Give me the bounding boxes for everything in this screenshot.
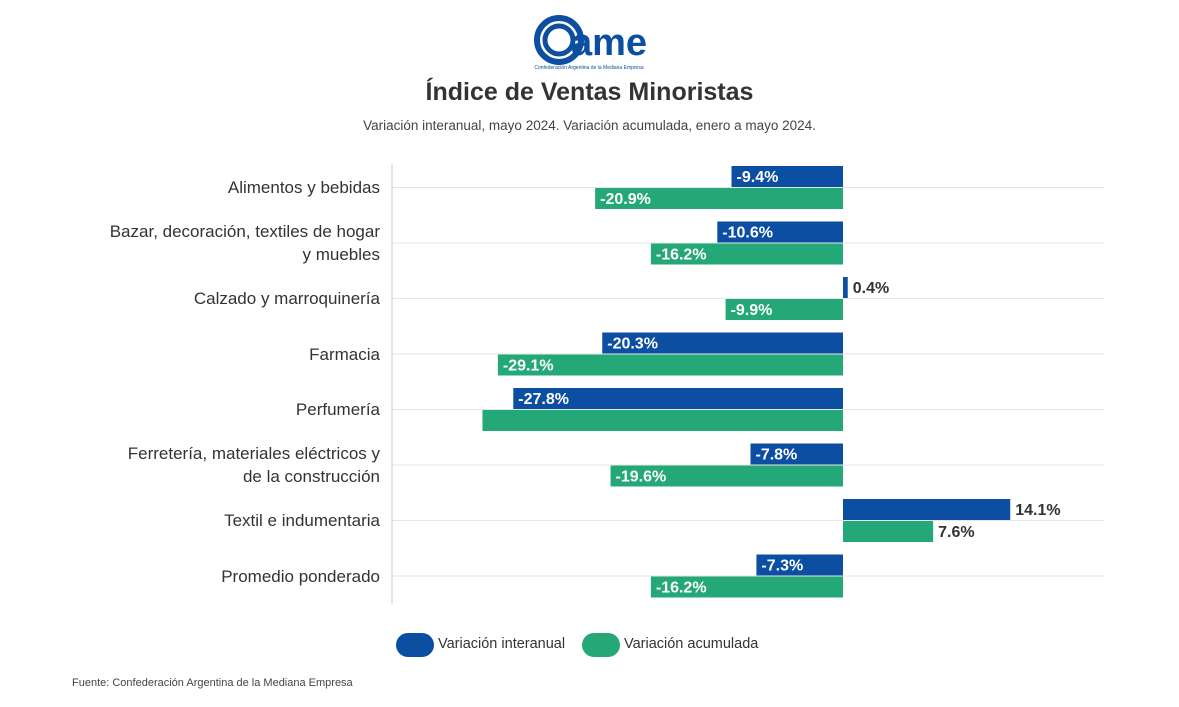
- bar-interanual: [717, 221, 843, 243]
- chart-subtitle: Variación interanual, mayo 2024. Variaci…: [363, 118, 816, 133]
- legend-label-acumulada: Variación acumulada: [624, 636, 759, 652]
- category-label: Textil e indumentaria: [224, 511, 380, 530]
- legend-swatch-acumulada: [582, 633, 620, 657]
- bar-interanual: [843, 499, 1011, 520]
- data-label-acumulada: -16.2%: [656, 247, 707, 264]
- category-label: Calzado y marroquinería: [193, 289, 380, 308]
- chart-title: Índice de Ventas Minoristas: [425, 78, 754, 106]
- bar-acumulada: [843, 521, 934, 542]
- category-label: Promedio ponderado: [221, 566, 380, 586]
- data-label-interanual: -9.4%: [737, 169, 779, 186]
- bar-acumulada: [595, 188, 843, 209]
- bar-acumulada: [497, 354, 843, 376]
- came-logo: ame Confederación Argentina de la Median…: [534, 15, 647, 71]
- category-label: Alimentos y bebidas: [227, 178, 380, 197]
- bar-acumulada: [610, 465, 843, 487]
- data-label-interanual: -10.6%: [722, 225, 773, 242]
- data-label-acumulada: 7.6%: [938, 524, 974, 541]
- logo-brand-text: ame: [571, 22, 647, 64]
- bar-interanual: [513, 388, 843, 409]
- data-label-interanual: 0.4%: [853, 280, 889, 297]
- data-label-acumulada: -29.1%: [503, 358, 554, 375]
- data-label-acumulada: -19.6%: [616, 469, 667, 486]
- source-note: Fuente: Confederación Argentina de la Me…: [72, 677, 353, 689]
- bar-interanual: [756, 554, 843, 576]
- category-label: Ferretería, materiales eléctricos y de la…: [127, 444, 380, 486]
- data-label-acumulada: -9.9%: [731, 302, 773, 319]
- bar-acumulada: [650, 576, 843, 598]
- data-label-interanual: 14.1%: [1015, 502, 1060, 519]
- bar-interanual: [750, 443, 843, 465]
- category-label: Farmacia: [309, 344, 380, 364]
- data-label-interanual: -7.3%: [761, 558, 803, 575]
- bar-interanual: [843, 277, 848, 298]
- data-label-interanual: -27.8%: [518, 391, 569, 408]
- bar-acumulada: [482, 410, 843, 431]
- bar-acumulada: [650, 243, 843, 265]
- data-label-acumulada: -20.9%: [600, 191, 651, 208]
- logo-tagline: Confederación Argentina de la Mediana Em…: [534, 65, 643, 71]
- logo-c-mark: [534, 15, 584, 65]
- bar-interanual: [602, 332, 843, 354]
- data-label-interanual: -7.8%: [755, 447, 797, 464]
- data-label-interanual: -20.3%: [607, 336, 658, 353]
- legend-label-interanual: Variación interanual: [438, 636, 566, 652]
- data-label-acumulada: -16.2%: [656, 580, 707, 597]
- legend-swatch-interanual: [396, 633, 434, 657]
- category-label: Bazar, decoración, textiles de hogar y mu…: [109, 222, 380, 264]
- category-label: Perfumería: [295, 400, 380, 419]
- bar-acumulada: [725, 299, 843, 320]
- bar-interanual: [731, 166, 843, 187]
